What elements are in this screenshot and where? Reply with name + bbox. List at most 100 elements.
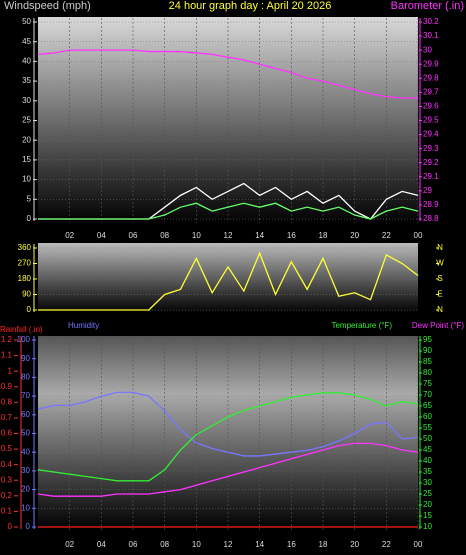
y2-tick-label: 29.4 <box>423 130 439 139</box>
y-tick-label: 270 <box>18 259 32 268</box>
series-line <box>37 391 419 457</box>
y2-tick-label: 75 <box>423 379 432 388</box>
y2-tick-label: 15 <box>423 511 432 520</box>
y3-tick-label: 1 <box>8 366 13 375</box>
y3-tick-label: 0 <box>8 522 13 531</box>
y2-tick-label: 60 <box>423 412 432 421</box>
series-label: Temperature (°F) <box>331 321 392 330</box>
series-label: Humidity <box>68 321 99 330</box>
y-tick-label: 25 <box>22 116 31 125</box>
y-tick-label: 100 <box>17 335 31 344</box>
x-tick-label: 00 <box>414 231 423 240</box>
y3-tick-label: 0.8 <box>1 397 13 406</box>
x-tick-label: 20 <box>350 231 359 240</box>
x-tick-label: 12 <box>224 540 233 549</box>
x-tick-label: 20 <box>350 540 359 549</box>
x-tick-label: 06 <box>129 231 138 240</box>
y2-tick-label: 55 <box>423 423 432 432</box>
x-tick-label: 10 <box>192 231 201 240</box>
y-tick-label: 40 <box>22 57 31 66</box>
y2-tick-label: 29.9 <box>423 59 439 68</box>
x-tick-label: 12 <box>224 231 233 240</box>
y-tick-label: 10 <box>21 503 30 512</box>
y2-tick-label: 70 <box>423 390 432 399</box>
x-tick-label: 22 <box>382 231 391 240</box>
y-tick-label: 10 <box>22 175 31 184</box>
chart-title: 24 hour graph day : April 20 2026 <box>169 0 332 12</box>
y2-tick-label: 29.5 <box>423 116 439 125</box>
x-tick-label: 04 <box>97 231 106 240</box>
y3-tick-label: 0.9 <box>1 382 13 391</box>
y-tick-label: 60 <box>21 410 30 419</box>
y2-tick-label: 40 <box>423 456 432 465</box>
y2-tick-label: 25 <box>423 489 432 498</box>
series-line <box>37 442 419 497</box>
series-line <box>38 251 419 311</box>
y-tick-label: 360 <box>18 243 32 252</box>
y2-tick-label: 29.2 <box>423 158 439 167</box>
y2-tick-label: 90 <box>423 346 432 355</box>
x-tick-label: 08 <box>160 540 169 549</box>
x-tick-label: 14 <box>255 540 264 549</box>
y-tick-label: 50 <box>21 429 30 438</box>
y-tick-label: 35 <box>22 76 31 85</box>
y3-tick-label: 0.6 <box>1 429 13 438</box>
y-tick-label: 180 <box>18 274 32 283</box>
x-tick-label: 16 <box>287 540 296 549</box>
y2-tick-label: 30 <box>423 45 432 54</box>
y2-tick-label: S <box>437 274 442 283</box>
y2-tick-label: N <box>437 305 443 314</box>
y2-tick-label: 30.1 <box>423 31 439 40</box>
y3-tick-label: 0.3 <box>1 475 13 484</box>
y2-tick-label: 29 <box>423 186 432 195</box>
y2-tick-label: 35 <box>423 467 432 476</box>
y-tick-label: 50 <box>22 17 31 26</box>
y-tick-label: 40 <box>21 447 30 456</box>
x-tick-label: 00 <box>414 540 423 549</box>
y-tick-label: 0 <box>27 214 32 223</box>
y-tick-label: 5 <box>27 194 32 203</box>
y2-tick-label: 20 <box>423 500 432 509</box>
y3-tick-label: 0.7 <box>1 413 13 422</box>
series-line <box>38 202 419 220</box>
y3-tick-label: 1.1 <box>1 351 13 360</box>
y-tick-label: 20 <box>21 485 30 494</box>
y2-tick-label: 29.7 <box>423 87 439 96</box>
y2-tick-label: 80 <box>423 368 432 377</box>
y2-tick-label: 85 <box>423 357 432 366</box>
y2-tick-label: 95 <box>423 335 432 344</box>
series-label: Rainfall (.in) <box>0 325 43 334</box>
y-tick-label: 15 <box>22 155 31 164</box>
y3-tick-label: 0.1 <box>1 507 13 516</box>
x-tick-label: 18 <box>319 540 328 549</box>
y-tick-label: 70 <box>21 391 30 400</box>
x-tick-label: 08 <box>160 231 169 240</box>
x-tick-label: 16 <box>287 231 296 240</box>
y2-tick-label: 29.3 <box>423 144 439 153</box>
y-tick-label: 20 <box>22 135 31 144</box>
y2-tick-label: 29.8 <box>423 73 439 82</box>
y3-tick-label: 0.4 <box>1 460 13 469</box>
y2-tick-label: 65 <box>423 401 432 410</box>
y2-tick-label: 28.9 <box>423 200 439 209</box>
y-tick-label: 90 <box>21 354 30 363</box>
x-tick-label: 18 <box>319 231 328 240</box>
y-tick-label: 90 <box>22 290 31 299</box>
y-tick-label: 30 <box>21 466 30 475</box>
y2-axis-title: Barometer (.in) <box>391 0 464 12</box>
y2-tick-label: 45 <box>423 445 432 454</box>
x-tick-label: 02 <box>65 231 74 240</box>
y2-tick-label: 30 <box>423 478 432 487</box>
y2-tick-label: N <box>437 243 443 252</box>
y-tick-label: 0 <box>27 305 32 314</box>
series-line <box>37 49 418 99</box>
x-tick-label: 22 <box>382 540 391 549</box>
y2-tick-label: 29.6 <box>423 102 439 111</box>
y3-tick-label: 1.2 <box>1 335 13 344</box>
y-axis-title: Windspeed (mph) <box>4 0 91 12</box>
x-tick-label: 06 <box>129 540 138 549</box>
x-tick-label: 14 <box>255 231 264 240</box>
y3-tick-label: 0.2 <box>1 491 13 500</box>
y2-tick-label: E <box>437 290 442 299</box>
